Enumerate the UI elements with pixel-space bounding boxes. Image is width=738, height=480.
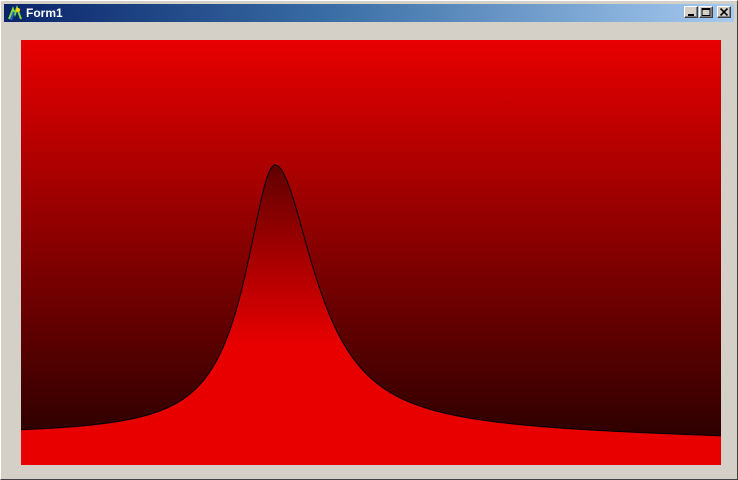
form-client-area xyxy=(5,23,735,477)
title-bar[interactable]: Form1 xyxy=(4,4,734,22)
close-icon xyxy=(719,8,729,16)
peak-curve-outline xyxy=(21,164,721,437)
maximize-icon xyxy=(701,8,711,16)
paintbox-canvas[interactable] xyxy=(21,40,721,465)
minimize-button[interactable] xyxy=(684,6,698,18)
close-button[interactable] xyxy=(717,6,731,18)
minimize-icon xyxy=(688,14,694,16)
window-title: Form1 xyxy=(26,6,63,20)
maximize-button[interactable] xyxy=(699,6,713,18)
peak-curve-fill xyxy=(21,165,721,465)
app-icon[interactable] xyxy=(7,4,23,21)
